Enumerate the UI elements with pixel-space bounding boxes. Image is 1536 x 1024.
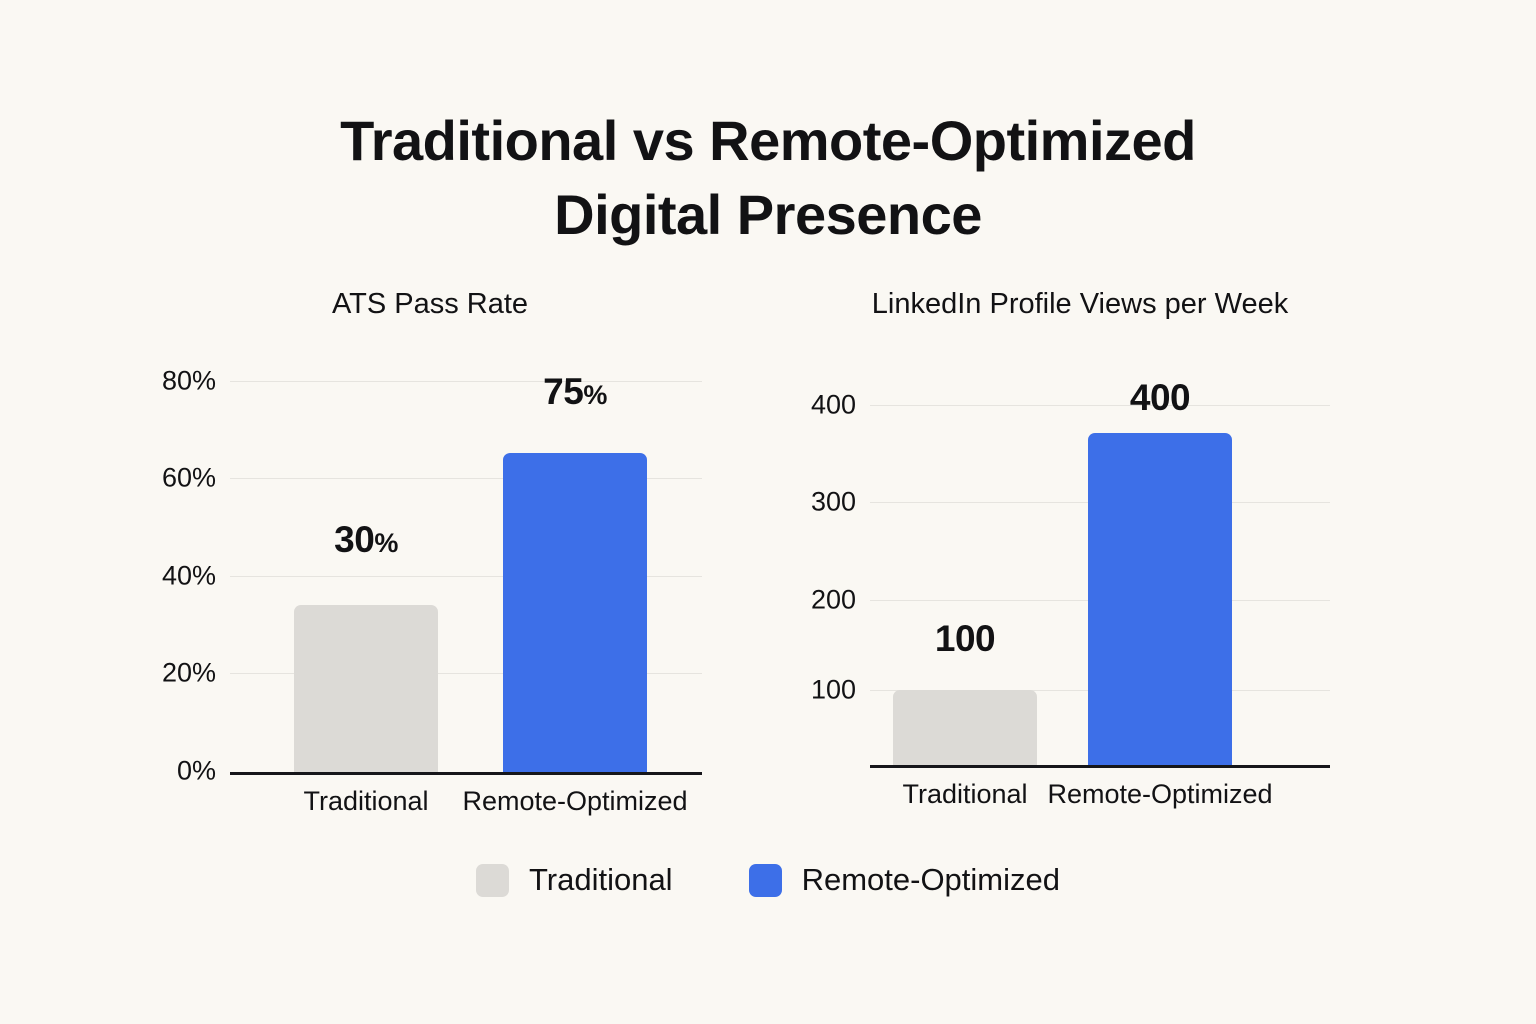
ytick-label-300: 300	[810, 486, 856, 517]
legend-label-remote-optimized: Remote-Optimized	[801, 862, 1060, 897]
bar-remote-optimized-ats[interactable]	[503, 453, 647, 772]
page-title-line-1: Traditional vs Remote-Optimized	[340, 109, 1196, 172]
ytick-label-400: 400	[810, 389, 856, 420]
chart-title-linkedin-profile-views: LinkedIn Profile Views per Week	[871, 288, 1289, 320]
xtick-label-remote-optimized-linkedin: Remote-Optimized	[1047, 779, 1273, 809]
xtick-label-traditional-linkedin: Traditional	[902, 779, 1028, 809]
page-title-line-2: Digital Presence	[554, 183, 982, 247]
bar-traditional-linkedin[interactable]	[893, 690, 1037, 765]
ytick-label-200: 200	[810, 584, 856, 615]
gridline-60pct	[230, 478, 702, 479]
plot-area-linkedin-profile-views: 400 300 200 100 100 400 Traditional Remo…	[811, 377, 1330, 809]
bar-value-number-remote-optimized-ats: 75	[543, 371, 584, 412]
legend-item-traditional[interactable]: Traditional	[475, 862, 673, 898]
ytick-label-20pct: 20%	[161, 657, 216, 688]
chart-title-ats-pass-rate: ATS Pass Rate	[331, 288, 529, 320]
bar-value-number-remote-optimized-linkedin: 400	[1129, 377, 1191, 418]
chart-legend: Traditional Remote-Optimized	[0, 862, 1536, 898]
bar-value-unit-traditional-ats: %	[374, 528, 398, 558]
x-axis-line-ats	[230, 772, 702, 775]
bar-value-traditional-linkedin: 100	[934, 618, 996, 660]
ytick-label-60pct: 60%	[161, 462, 216, 493]
legend-swatch-remote-optimized-icon	[748, 863, 782, 897]
page-title: Traditional vs Remote-Optimized Digital …	[0, 104, 1536, 253]
gridline-80pct	[230, 381, 702, 382]
gridline-400	[870, 405, 1330, 406]
xtick-label-remote-optimized-ats: Remote-Optimized	[462, 786, 688, 816]
ytick-label-80pct: 80%	[161, 365, 216, 396]
plot-area-ats-pass-rate: 80% 60% 40% 20% 0% 30% 75% Traditional R…	[162, 366, 702, 816]
ytick-label-100: 100	[810, 674, 856, 705]
x-axis-line-linkedin	[870, 765, 1330, 768]
legend-item-remote-optimized[interactable]: Remote-Optimized	[748, 862, 1060, 898]
bar-value-remote-optimized-linkedin: 400	[1129, 377, 1191, 419]
gridline-20pct	[230, 673, 702, 674]
legend-label-traditional: Traditional	[528, 862, 673, 897]
bar-traditional-ats[interactable]	[294, 605, 438, 772]
bar-value-number-traditional-linkedin: 100	[934, 618, 996, 659]
legend-swatch-traditional-icon	[475, 863, 509, 897]
bar-value-number-traditional-ats: 30	[334, 519, 375, 560]
xtick-label-traditional-ats: Traditional	[303, 786, 429, 816]
bar-value-remote-optimized-ats: 75%	[543, 371, 607, 413]
bar-value-unit-remote-optimized-ats: %	[583, 380, 607, 410]
ytick-label-0pct: 0%	[176, 755, 216, 786]
ytick-label-40pct: 40%	[161, 560, 216, 591]
bar-remote-optimized-linkedin[interactable]	[1088, 433, 1232, 765]
gridline-40pct	[230, 576, 702, 577]
bar-value-traditional-ats: 30%	[334, 519, 398, 561]
